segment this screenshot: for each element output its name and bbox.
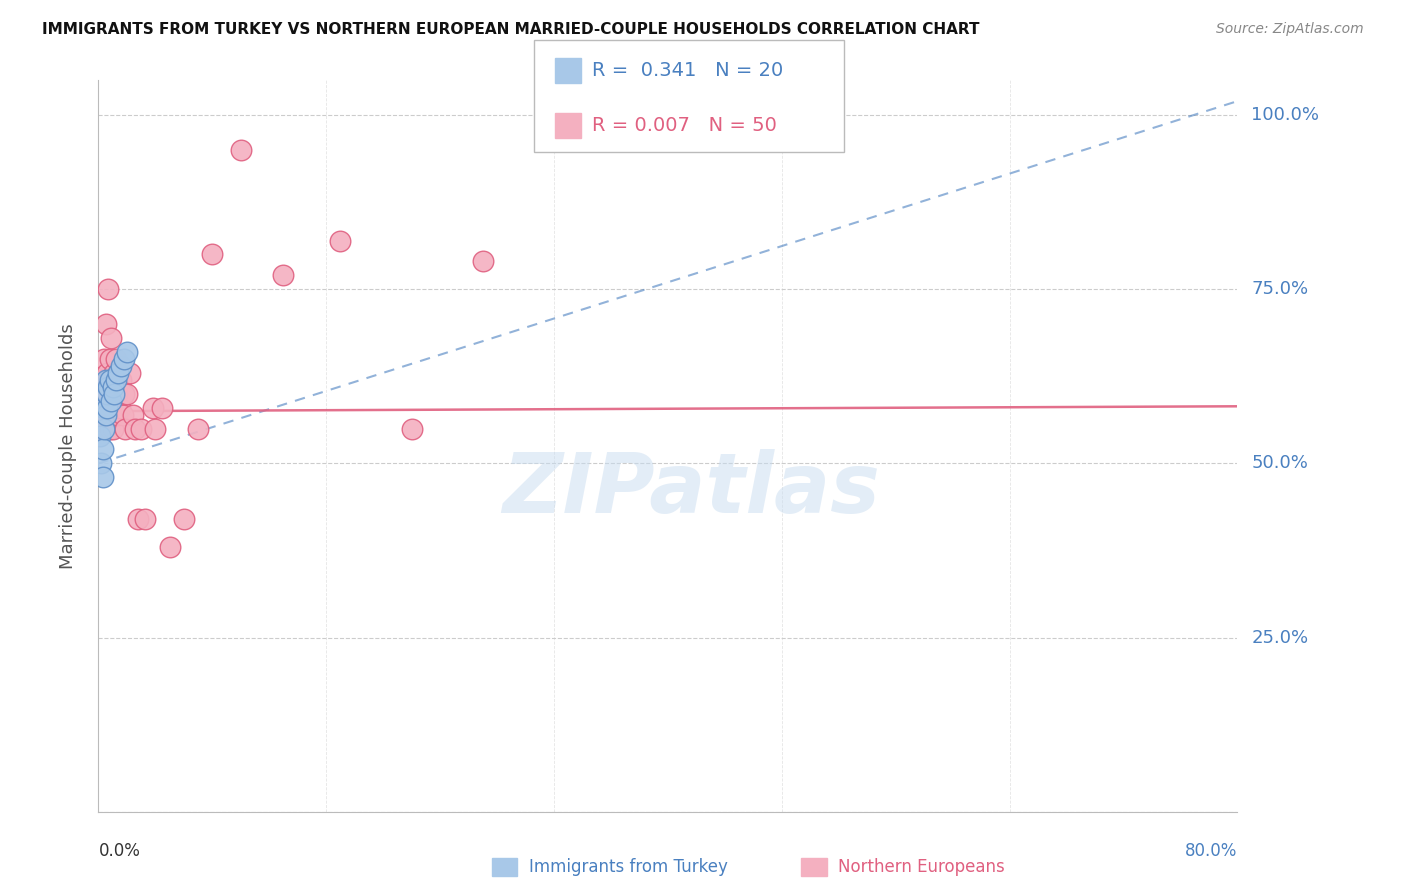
Point: [93, 421, 115, 435]
Text: 0.0%: 0.0%: [98, 842, 141, 860]
Point: [101, 386, 124, 401]
Point: [152, 401, 174, 415]
Point: [97, 282, 120, 296]
Point: [104, 373, 127, 387]
Point: [329, 234, 352, 248]
Point: [112, 386, 135, 401]
Point: [159, 540, 181, 554]
Point: [98, 373, 121, 387]
Point: [93, 401, 115, 415]
Point: [105, 408, 128, 422]
Point: [129, 421, 152, 435]
Point: [91, 470, 114, 484]
Point: [101, 380, 124, 394]
Point: [187, 421, 209, 435]
Point: [110, 359, 132, 373]
Text: 25.0%: 25.0%: [1251, 629, 1309, 647]
Text: Immigrants from Turkey: Immigrants from Turkey: [529, 858, 727, 876]
Text: 75.0%: 75.0%: [1251, 280, 1309, 298]
Point: [471, 254, 494, 268]
Point: [127, 512, 149, 526]
Point: [91, 415, 114, 429]
Point: [96, 366, 118, 380]
Point: [107, 366, 129, 380]
Point: [107, 366, 129, 380]
Point: [94, 373, 117, 387]
Point: [121, 408, 143, 422]
Point: [112, 351, 135, 366]
Text: R = 0.007   N = 50: R = 0.007 N = 50: [592, 116, 776, 136]
Point: [93, 401, 115, 415]
Point: [97, 373, 120, 387]
Point: [105, 386, 128, 401]
Point: [91, 442, 114, 457]
Point: [401, 421, 423, 435]
Point: [141, 401, 163, 415]
Point: [124, 421, 146, 435]
Text: 100.0%: 100.0%: [1251, 106, 1319, 124]
Point: [98, 351, 121, 366]
Point: [229, 143, 252, 157]
Text: IMMIGRANTS FROM TURKEY VS NORTHERN EUROPEAN MARRIED-COUPLE HOUSEHOLDS CORRELATIO: IMMIGRANTS FROM TURKEY VS NORTHERN EUROP…: [42, 22, 980, 37]
Point: [93, 351, 115, 366]
Point: [94, 386, 117, 401]
Point: [103, 408, 125, 422]
Point: [134, 512, 156, 526]
Point: [273, 268, 295, 283]
Point: [145, 421, 167, 435]
Point: [100, 331, 122, 345]
Point: [115, 386, 138, 401]
Point: [201, 247, 224, 261]
Text: Source: ZipAtlas.com: Source: ZipAtlas.com: [1216, 22, 1364, 37]
Point: [94, 415, 117, 429]
Point: [111, 408, 134, 422]
Point: [100, 408, 122, 422]
Point: [94, 408, 117, 422]
Point: [96, 408, 118, 422]
Point: [89, 421, 111, 435]
Text: 80.0%: 80.0%: [1185, 842, 1237, 860]
Y-axis label: Married-couple Households: Married-couple Households: [59, 323, 77, 569]
Point: [103, 366, 125, 380]
Point: [110, 373, 132, 387]
Text: ZIPatlas: ZIPatlas: [502, 450, 880, 531]
Text: R =  0.341   N = 20: R = 0.341 N = 20: [592, 61, 783, 80]
Point: [96, 401, 118, 415]
Point: [90, 408, 112, 422]
Point: [89, 428, 111, 442]
Point: [115, 345, 138, 359]
Point: [94, 317, 117, 331]
Point: [173, 512, 195, 526]
Point: [104, 351, 127, 366]
Text: Northern Europeans: Northern Europeans: [838, 858, 1005, 876]
Point: [91, 373, 114, 387]
Point: [98, 421, 121, 435]
Point: [103, 386, 125, 401]
Point: [90, 386, 112, 401]
Point: [96, 386, 118, 401]
Point: [90, 457, 112, 471]
Point: [108, 401, 131, 415]
Point: [97, 380, 120, 394]
Point: [100, 393, 122, 408]
Point: [118, 366, 141, 380]
Text: 50.0%: 50.0%: [1251, 454, 1308, 473]
Point: [114, 421, 136, 435]
Point: [101, 421, 124, 435]
